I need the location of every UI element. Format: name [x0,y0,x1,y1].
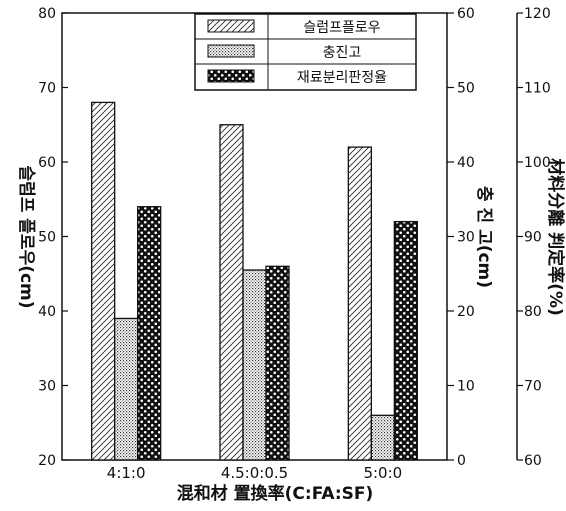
bar-circles-0 [137,206,162,461]
right1-axis-title: 충 진 고(cm) [474,186,494,288]
legend: 슬럼프플로우 충진고 재료분리판정율 [194,13,417,91]
right1-tick-label: 50 [457,81,475,97]
bar-dots-2 [370,414,395,461]
category-labels: 4:1:0 4.5:0:0.5 5:0:0 [107,464,402,482]
right2-tick-label: 80 [524,304,542,320]
bar-hatch-2 [347,146,372,461]
category-label: 5:0:0 [363,464,402,482]
x-axis-title: 混和材 置換率(C:FA:SF) [177,483,374,504]
bars [91,101,418,461]
legend-swatch-segregation [207,69,255,83]
legend-label-segregation: 재료분리판정율 [297,70,387,86]
bar-hatch-0 [91,101,116,461]
bar-hatch-1 [219,124,244,461]
left-tick-label: 40 [38,304,56,320]
right1-tick-label: 0 [457,453,466,469]
left-tick-label: 80 [38,6,56,22]
right1-tick-label: 60 [457,6,475,22]
right1-tick-label: 40 [457,155,475,171]
legend-swatch-slump [207,19,255,33]
legend-swatch-fill-height [207,44,255,58]
right2-tick-label: 60 [524,453,542,469]
bar-circles-1 [265,265,290,461]
right2-tick-label: 70 [524,379,542,395]
left-tick-label: 60 [38,155,56,171]
right2-tick-label: 100 [524,155,551,171]
right2-tick-label: 90 [524,230,542,246]
bar-dots-1 [242,269,267,461]
right1-tick-label: 30 [457,230,475,246]
bar-circles-2 [393,220,418,461]
left-tick-label: 20 [38,453,56,469]
category-label: 4:1:0 [107,464,146,482]
left-tick-label: 50 [38,230,56,246]
legend-label-slump: 슬럼프플로우 [303,20,380,36]
left-tick-label: 30 [38,379,56,395]
right1-tick-label: 10 [457,379,475,395]
right2-axis: 60 70 80 90 100 110 120 [517,6,551,469]
right1-axis: 0 10 20 30 40 50 60 [447,6,475,469]
right2-tick-label: 120 [524,6,551,22]
left-axis-title: 슬럼프 플로우(cm) [16,165,36,308]
legend-label-fill-height: 충진고 [323,45,362,61]
category-label: 4.5:0:0.5 [221,464,288,482]
bar-dots-0 [114,317,139,461]
left-tick-label: 70 [38,81,56,97]
left-axis: 20 30 40 50 60 70 80 [38,6,68,469]
right2-tick-label: 110 [524,81,551,97]
right1-tick-label: 20 [457,304,475,320]
right2-axis-title: 材料分離 判定率(%) [545,158,566,316]
